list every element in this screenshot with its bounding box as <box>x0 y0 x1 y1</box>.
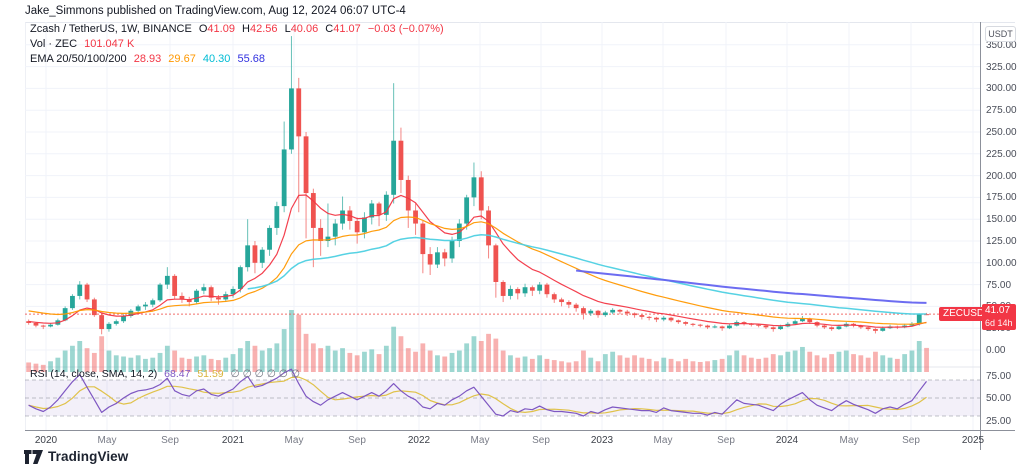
low-key: L <box>284 23 291 35</box>
price-axis-line <box>980 22 981 450</box>
time-tick-label: May <box>653 435 673 446</box>
symbol-title: Zcash / TetherUS, 1W, BINANCE <box>30 23 192 35</box>
time-tick-label: Sep <box>532 435 550 446</box>
ema100-value: 40.30 <box>202 53 231 65</box>
time-tick-label: May <box>470 435 490 446</box>
price-tick-label: 75.00 <box>986 279 1012 291</box>
time-tick-label: 2025 <box>961 435 985 446</box>
symbol-price-tag: ZECUSDT <box>939 307 995 322</box>
rsi-tick-label: 75.00 <box>986 370 1012 382</box>
price-tick-label: 0.00 <box>986 345 1006 356</box>
high-key: H <box>242 23 250 35</box>
price-tick-label: 100.00 <box>986 257 1017 269</box>
ema200-value: 55.68 <box>237 53 266 65</box>
rsi-sma-value: 51.59 <box>197 368 224 380</box>
rsi-tick-label: 50.00 <box>986 393 1012 404</box>
price-tick-label: 325.00 <box>986 61 1017 73</box>
rsi-empty-values: ∅ ∅ ∅ ∅ ∅ ∅ <box>230 368 301 380</box>
currency-toggle-button[interactable]: USDT <box>985 26 1016 42</box>
volume-legend-row[interactable]: Vol · ZEC 101.047 K <box>30 38 138 50</box>
price-chart-canvas[interactable] <box>25 22 980 430</box>
symbol-legend-row[interactable]: Zcash / TetherUS, 1W, BINANCE O41.09 H42… <box>30 23 448 35</box>
time-tick-label: Sep <box>161 435 179 446</box>
change-value: −0.03 (−0.07%) <box>367 23 444 35</box>
rsi-value: 68.47 <box>164 368 191 380</box>
ema20-value: 28.93 <box>133 53 162 65</box>
open-key: O <box>198 23 208 35</box>
price-tick-label: 300.00 <box>986 83 1017 95</box>
time-tick-label: Sep <box>717 435 735 446</box>
volume-label: Vol · ZEC <box>30 38 78 50</box>
time-tick-label: 2021 <box>221 435 245 446</box>
bar-countdown: 6d 14h <box>985 318 1013 329</box>
time-tick-label: 2023 <box>590 435 614 446</box>
price-tick-label: 350.00 <box>986 39 1017 51</box>
low-value: 40.06 <box>290 23 319 35</box>
chart-frame <box>25 22 1015 430</box>
price-tick-label: 275.00 <box>986 105 1017 117</box>
price-tick-label: 175.00 <box>986 192 1017 204</box>
price-tick-label: 225.00 <box>986 148 1017 160</box>
price-tick-label: 125.00 <box>986 236 1017 247</box>
ema-label: EMA 20/50/100/200 <box>30 53 127 65</box>
last-price-tag: 41.07 6d 14h <box>982 304 1016 331</box>
byline: Jake_Simmons published on TradingView.co… <box>25 5 406 17</box>
time-tick-label: 2022 <box>407 435 431 446</box>
close-value: 41.07 <box>333 23 361 35</box>
close-key: C <box>325 23 334 35</box>
rsi-legend-row[interactable]: RSI (14, close, SMA, 14, 2) 68.47 51.59 … <box>30 368 304 380</box>
time-tick-label: Sep <box>348 435 366 446</box>
time-axis-line <box>25 430 1015 431</box>
time-tick-label: May <box>839 435 859 446</box>
time-tick-label: May <box>284 435 304 446</box>
rsi-label: RSI (14, close, SMA, 14, 2) <box>30 368 158 380</box>
time-tick-label: May <box>97 435 117 446</box>
time-tick-label: 2020 <box>34 435 58 446</box>
tradingview-watermark[interactable]: TradingView <box>24 449 128 464</box>
high-value: 42.56 <box>249 23 278 35</box>
tradingview-watermark-text: TradingView <box>48 449 129 464</box>
price-tick-label: 200.00 <box>986 170 1017 182</box>
price-tick-label: 150.00 <box>986 214 1017 226</box>
time-tick-label: Sep <box>902 435 920 446</box>
price-tick-label: 250.00 <box>986 127 1017 138</box>
time-tick-label: 2024 <box>775 435 799 446</box>
open-value: 41.09 <box>207 23 235 35</box>
volume-value: 101.047 K <box>84 38 135 50</box>
ema50-value: 29.67 <box>168 53 196 65</box>
last-price-value: 41.07 <box>985 305 1011 317</box>
ema-legend-row[interactable]: EMA 20/50/100/200 28.93 29.67 40.30 55.6… <box>30 53 269 65</box>
rsi-tick-label: 25.00 <box>986 415 1012 427</box>
tradingview-logo-icon <box>24 449 43 464</box>
chart-svg[interactable] <box>25 22 980 430</box>
